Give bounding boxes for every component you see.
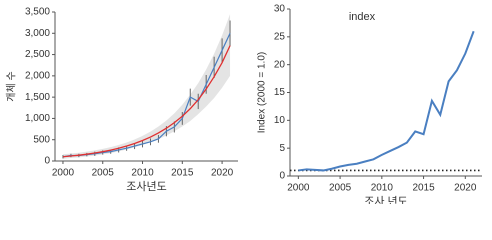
y-tick-label: 1,000 <box>25 113 50 124</box>
y-tick-label: 10 <box>274 115 286 126</box>
x-tick-label: 2010 <box>131 168 154 179</box>
y-tick-label: 5 <box>279 143 285 154</box>
x-tick-label: 2000 <box>52 168 75 179</box>
y-tick-label: 15 <box>274 87 286 98</box>
y-axis-label: Index (2000 = 1.0) <box>257 52 268 133</box>
y-tick-label: 3,000 <box>25 28 50 39</box>
x-tick-label: 2015 <box>171 168 194 179</box>
x-axis-label: 조사년도 <box>126 180 166 193</box>
x-tick-label: 2010 <box>371 183 394 194</box>
charts: 0 500 1,000 1,500 2,000 2,500 3,000 3,500 2000 20… <box>6 4 482 204</box>
chart-title: index <box>349 11 376 23</box>
y-tick-label: 500 <box>33 134 50 145</box>
x-tick-label: 2020 <box>454 183 477 194</box>
x-tick-label: 2005 <box>329 183 352 194</box>
x-tick-label: 2020 <box>211 168 234 179</box>
x-tick-label: 2000 <box>287 183 310 194</box>
data-line <box>298 30 475 172</box>
y-tick-label: 20 <box>274 59 286 70</box>
y-tick-label: 3,500 <box>25 7 50 18</box>
y-tick-label: 0 <box>44 156 50 167</box>
y-tick-label: 1,500 <box>25 92 50 103</box>
x-tick-label: 2015 <box>412 183 435 194</box>
y-axis-label: 개체 수 <box>6 71 18 101</box>
confidence-band <box>62 14 231 159</box>
y-tick-label: 0 <box>279 171 285 182</box>
fit-curve <box>62 45 231 158</box>
y-tick-label: 25 <box>274 31 286 42</box>
x-tick-label: 2005 <box>92 168 115 179</box>
y-tick-label: 2,000 <box>25 70 50 81</box>
x-axis-label: 조사 년도 <box>364 195 408 204</box>
y-tick-label: 2,500 <box>25 49 50 60</box>
y-tick-label: 30 <box>274 4 286 15</box>
